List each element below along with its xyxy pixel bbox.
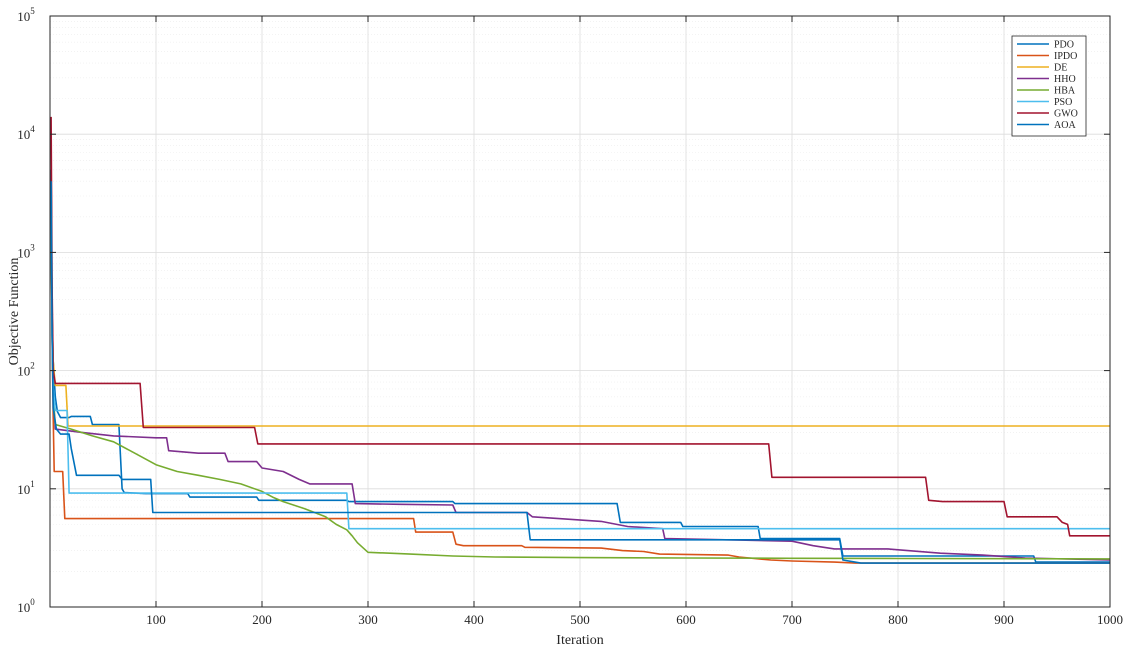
legend-label-ipdo: IPDO [1054,51,1077,62]
x-tick-label: 300 [358,612,378,627]
legend-label-gwo: GWO [1054,109,1078,120]
legend-label-hho: HHO [1054,74,1076,85]
x-tick-label: 500 [570,612,590,627]
x-tick-label: 800 [888,612,908,627]
legend-label-pdo: PDO [1054,40,1074,51]
series-line-hho [50,216,1111,561]
x-tick-label: 100 [146,612,166,627]
x-tick-label: 400 [464,612,484,627]
series-line-aoa [50,181,1110,564]
series-lines [50,116,1111,564]
x-tick-label: 900 [994,612,1014,627]
series-line-hba [50,216,1111,560]
legend-label-de: DE [1054,63,1067,74]
y-tick-label: 101 [17,479,35,497]
series-line-de [50,195,1110,427]
y-tick-label: 105 [17,6,35,24]
legend-box [1011,35,1087,137]
x-tick-label: 600 [676,612,696,627]
series-line-pdo [50,169,1110,563]
series-line-pso [50,195,1110,530]
series-line-gwo [50,116,1110,537]
y-axis-label: Objective Function [7,258,22,366]
series-line-ipdo [50,216,1110,564]
x-tick-label: 1000 [1097,612,1123,627]
y-tick-label: 100 [17,597,35,615]
x-tick-label: 700 [782,612,802,627]
legend-label-hba: HBA [1054,86,1076,97]
y-tick-label: 104 [17,124,35,142]
x-axis-label: Iteration [556,633,603,648]
x-tick-label: 200 [252,612,272,627]
legend-label-aoa: AOA [1054,120,1076,131]
x-axis-ticks: 100 200 300 400 500 600 700 800 900 1000 [146,16,1123,627]
legend-label-pso: PSO [1054,97,1072,108]
